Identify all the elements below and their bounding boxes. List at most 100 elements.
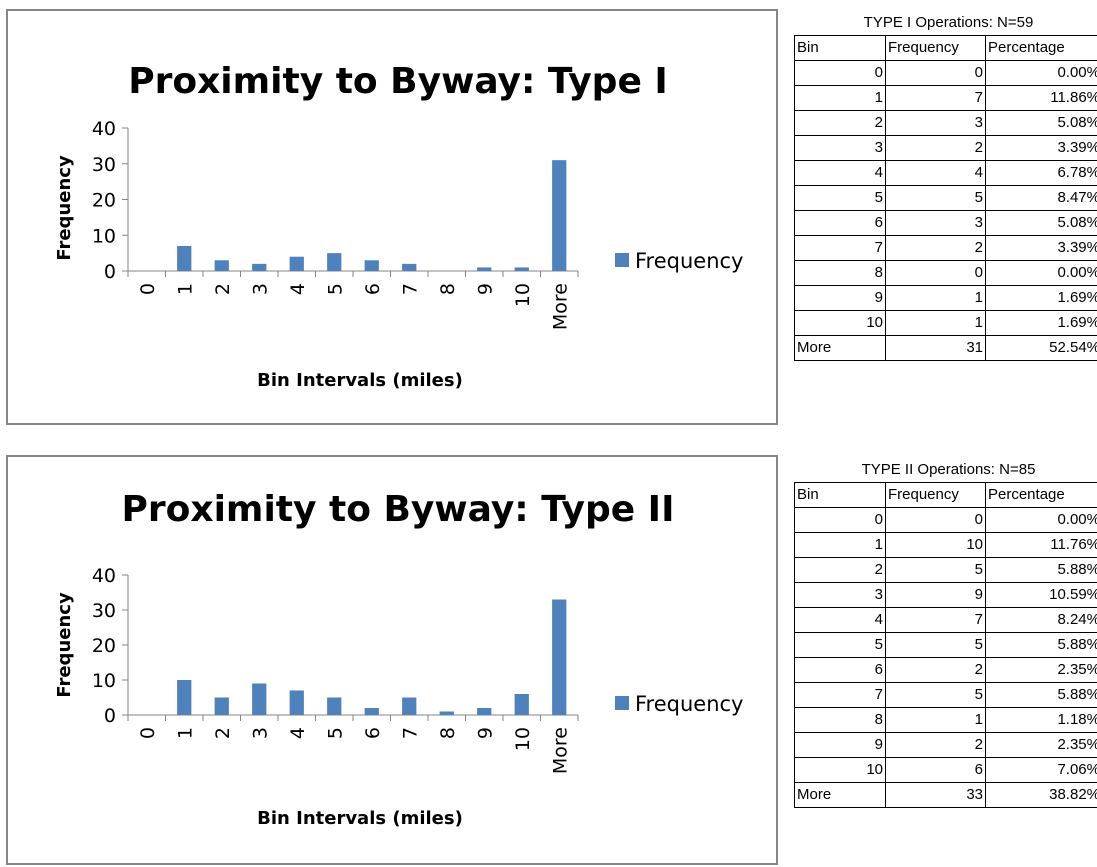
table-row: 0 0 0.00% — [794, 506, 1097, 533]
y-tick-label: 20 — [92, 635, 116, 657]
x-tick-label: More — [549, 283, 571, 330]
x-tick-label: 3 — [249, 283, 271, 295]
table-row: 6 2 2.35% — [794, 656, 1097, 683]
cell-bin: 4 — [794, 159, 886, 186]
cell-frequency: 31 — [885, 334, 986, 361]
bar-5 — [327, 253, 342, 271]
x-tick-label: 9 — [474, 727, 496, 739]
table-row: 10 1 1.69% — [794, 309, 1097, 336]
cell-frequency: 0 — [885, 259, 986, 286]
bar-3 — [252, 263, 267, 271]
cell-percentage: 8.47% — [985, 184, 1097, 211]
bar-4 — [289, 256, 304, 271]
x-tick-label: 0 — [137, 727, 159, 739]
x-tick-label: 5 — [324, 727, 346, 739]
bar-7 — [402, 697, 417, 715]
table-row: 1 10 11.76% — [794, 531, 1097, 558]
bar-3 — [252, 683, 267, 715]
table-caption: TYPE I Operations: N=59 — [863, 13, 1034, 31]
cell-frequency: 1 — [885, 309, 986, 336]
table-row: 5 5 8.47% — [794, 184, 1097, 211]
frequency-table-type-1: TYPE I Operations: N=59 Bin Frequency Pe… — [794, 10, 1097, 361]
cell-frequency: 2 — [885, 134, 986, 161]
table-row: 9 2 2.35% — [794, 731, 1097, 758]
cell-percentage: 10.59% — [985, 581, 1097, 608]
chart-type-2-svg: Proximity to Byway: Type II 0 10 20 30 40 0 1 2… — [54, 489, 744, 829]
cell-bin: 9 — [794, 731, 886, 758]
cell-frequency: 7 — [885, 84, 986, 111]
cell-bin: 1 — [794, 531, 886, 558]
x-tick-label: 3 — [249, 727, 271, 739]
frequency-table-type-2: TYPE II Operations: N=85 Bin Frequency P… — [794, 457, 1097, 808]
bar-8 — [439, 711, 454, 715]
y-tick-label: 0 — [104, 261, 116, 283]
x-tick-label: 1 — [174, 283, 196, 295]
cell-frequency: 33 — [885, 781, 986, 808]
cell-frequency: 3 — [885, 209, 986, 236]
plot-area: 0 10 20 30 40 0 1 2 3 4 5 6 7 8 9 10 More — [92, 565, 579, 774]
cell-bin: 1 — [794, 84, 886, 111]
table-row: 6 3 5.08% — [794, 209, 1097, 236]
cell-percentage: 0.00% — [985, 59, 1097, 86]
table-row: 7 2 3.39% — [794, 234, 1097, 261]
table-row: 1 7 11.86% — [794, 84, 1097, 111]
table-row: 3 2 3.39% — [794, 134, 1097, 161]
x-tick-label: 1 — [174, 727, 196, 739]
cell-percentage: 5.08% — [985, 209, 1097, 236]
cell-bin: 9 — [794, 284, 886, 311]
bar-10 — [514, 694, 529, 715]
cell-percentage: 11.76% — [985, 531, 1097, 558]
cell-percentage: 8.24% — [985, 606, 1097, 633]
cell-frequency: 0 — [885, 506, 986, 533]
cell-frequency: 9 — [885, 581, 986, 608]
cell-frequency: 5 — [885, 184, 986, 211]
x-tick-label: More — [549, 727, 571, 774]
legend-label: Frequency — [635, 692, 744, 716]
cell-percentage: 2.35% — [985, 656, 1097, 683]
cell-percentage: 52.54% — [985, 334, 1097, 361]
y-axis-label: Frequency — [54, 155, 75, 261]
bar-5 — [327, 697, 342, 715]
cell-bin: 8 — [794, 259, 886, 286]
cell-percentage: 38.82% — [985, 781, 1097, 808]
cell-frequency: 6 — [885, 756, 986, 783]
bar-more — [552, 599, 567, 715]
cell-frequency: 2 — [885, 731, 986, 758]
cell-bin: 0 — [794, 506, 886, 533]
column-header-bin: Bin — [794, 481, 886, 508]
chart-title: Proximity to Byway: Type II — [122, 489, 675, 530]
y-tick-label: 40 — [92, 565, 116, 587]
chart-type-1-svg: Proximity to Byway: Type I 0 10 20 30 40 0 1 2 3… — [54, 61, 744, 391]
cell-bin: 6 — [794, 656, 886, 683]
cell-bin: More — [794, 781, 886, 808]
cell-percentage: 0.00% — [985, 506, 1097, 533]
cell-bin: 2 — [794, 556, 886, 583]
cell-bin: More — [794, 334, 886, 361]
x-tick-label: 2 — [212, 727, 234, 739]
cell-percentage: 5.08% — [985, 109, 1097, 136]
bar-6 — [364, 260, 379, 271]
y-tick-label: 30 — [92, 154, 116, 176]
cell-percentage: 1.18% — [985, 706, 1097, 733]
cell-percentage: 5.88% — [985, 681, 1097, 708]
x-axis-label: Bin Intervals (miles) — [257, 370, 463, 391]
x-tick-label: 9 — [474, 283, 496, 295]
table-row: 2 5 5.88% — [794, 556, 1097, 583]
x-tick-label: 2 — [212, 283, 234, 295]
column-header-percentage: Percentage — [985, 34, 1097, 61]
x-tick-label: 10 — [512, 727, 534, 751]
x-tick-label: 4 — [287, 283, 309, 295]
cell-frequency: 5 — [885, 681, 986, 708]
cell-frequency: 10 — [885, 531, 986, 558]
y-tick-label: 30 — [92, 600, 116, 622]
cell-percentage: 5.88% — [985, 631, 1097, 658]
table-row: 0 0 0.00% — [794, 59, 1097, 86]
cell-bin: 10 — [794, 309, 886, 336]
cell-frequency: 2 — [885, 656, 986, 683]
table-row: 5 5 5.88% — [794, 631, 1097, 658]
y-tick-label: 20 — [92, 190, 116, 212]
cell-percentage: 1.69% — [985, 284, 1097, 311]
table-row: 8 1 1.18% — [794, 706, 1097, 733]
cell-percentage: 5.88% — [985, 556, 1097, 583]
table-row: More 31 52.54% — [794, 334, 1097, 361]
